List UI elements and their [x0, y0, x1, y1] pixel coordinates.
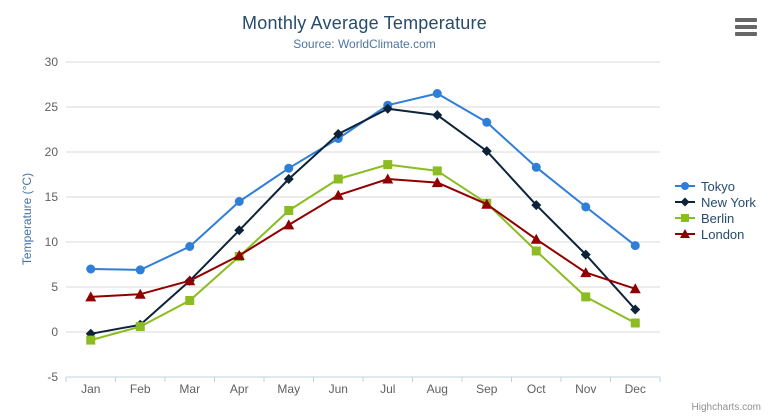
legend: Tokyo New York Berlin London	[674, 178, 756, 242]
chart-title: Monthly Average Temperature	[242, 13, 487, 33]
legend-symbol-circle-icon	[675, 182, 695, 190]
x-axis-label: Mar	[179, 382, 201, 396]
legend-item-new-york[interactable]: New York	[674, 194, 756, 210]
x-axis-label: Sep	[476, 382, 498, 396]
series-line-new-york	[89, 107, 637, 335]
legend-label: New York	[701, 194, 756, 210]
x-axis-label: Oct	[526, 382, 546, 396]
y-axis-label: -5	[47, 370, 58, 384]
legend-label: London	[701, 226, 745, 242]
legend-symbol-diamond-icon	[675, 197, 695, 207]
hamburger-icon	[735, 25, 757, 29]
chart-subtitle: Source: WorldClimate.com	[293, 37, 436, 51]
series-line-tokyo	[89, 92, 637, 271]
legend-symbol-square-icon	[675, 214, 695, 222]
legend-symbol-triangle-icon	[675, 229, 695, 238]
series-tokyo[interactable]	[86, 89, 640, 275]
x-axis-label: Jul	[380, 382, 396, 396]
x-axis-label: Feb	[129, 382, 151, 396]
x-axis-label: Apr	[229, 382, 249, 396]
series-berlin[interactable]	[86, 160, 640, 345]
series-line-berlin	[89, 163, 637, 342]
y-axis-label: 0	[51, 325, 58, 339]
legend-item-london[interactable]: London	[674, 226, 756, 242]
x-axis-label: Dec	[624, 382, 646, 396]
export-menu-button[interactable]	[733, 16, 759, 38]
x-axis-label: Jan	[81, 382, 101, 396]
legend-label: Berlin	[701, 210, 735, 226]
series-line-london	[89, 178, 637, 298]
y-axis-label: 30	[44, 55, 58, 69]
legend-item-berlin[interactable]: Berlin	[674, 210, 756, 226]
hamburger-icon	[735, 32, 757, 36]
legend-label: Tokyo	[701, 178, 735, 194]
x-axis-label: Aug	[426, 382, 448, 396]
credits-link[interactable]: Highcharts.com	[691, 402, 761, 413]
y-axis-label: 25	[44, 100, 58, 114]
series-london[interactable]	[85, 173, 641, 302]
y-axis-label: 5	[51, 280, 58, 294]
y-axis-label: 10	[44, 235, 58, 249]
y-axis-label: 15	[44, 190, 58, 204]
x-axis-label: Jun	[328, 382, 348, 396]
y-axis-label: 20	[44, 145, 58, 159]
legend-item-tokyo[interactable]: Tokyo	[674, 178, 756, 194]
hamburger-icon	[735, 18, 757, 22]
x-axis-label: May	[277, 382, 301, 396]
x-axis-label: Nov	[575, 382, 597, 396]
series-new-york[interactable]	[85, 103, 641, 339]
